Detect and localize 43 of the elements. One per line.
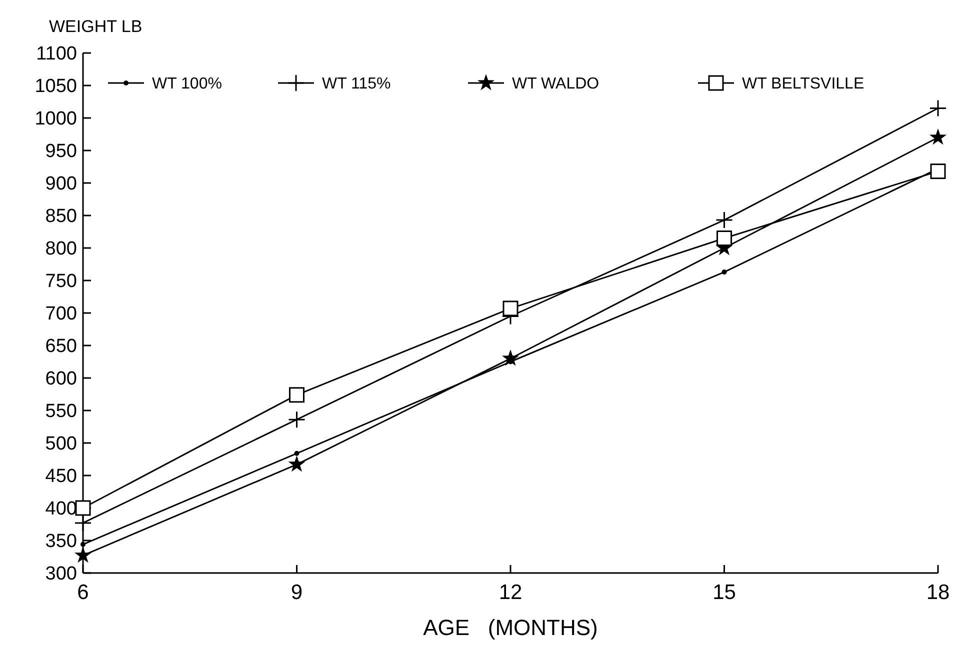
y-tick-label: 550 [45, 401, 77, 422]
point [929, 128, 947, 145]
y-tick-label: 750 [45, 271, 77, 292]
y-tick-label: 900 [45, 174, 77, 195]
legend-label: WT 115% [322, 76, 391, 93]
y-tick-label: 1050 [34, 76, 77, 98]
y-tick-label: 1100 [36, 44, 77, 65]
y-tick-label: 700 [45, 304, 77, 325]
y-axis-title: WEIGHT LB [49, 17, 142, 36]
point [288, 410, 306, 428]
y-tick-label: 600 [45, 368, 77, 390]
legend-label: WT WALDO [512, 76, 600, 93]
y-tick-label: 1000 [34, 108, 77, 130]
y-tick-label: 950 [45, 141, 77, 162]
x-tick-label: 9 [290, 581, 303, 604]
point [80, 542, 86, 547]
point [288, 455, 306, 472]
point [74, 514, 92, 532]
legend-label: WT BELTSVILLE [742, 76, 864, 93]
point [289, 387, 304, 403]
point [722, 270, 727, 275]
y-tick-label: 350 [45, 531, 77, 552]
y-tick-label: 850 [45, 206, 77, 228]
point [502, 300, 518, 316]
x-tick-label: 18 [926, 581, 950, 604]
x-tick-label: 6 [77, 581, 89, 604]
legend-label: WT 100% [152, 76, 222, 93]
point [930, 164, 946, 180]
point [716, 230, 732, 246]
y-tick-label: 300 [45, 564, 77, 585]
y-tick-label: 800 [45, 238, 77, 260]
x-tick-label: 12 [498, 581, 522, 604]
y-tick-label: 400 [45, 498, 77, 520]
y-tick-label: 450 [45, 466, 77, 488]
y-tick-label: 500 [45, 434, 77, 455]
y-tick-label: 650 [45, 336, 77, 358]
x-tick-label: 15 [712, 581, 736, 604]
point [294, 450, 300, 456]
point [929, 100, 947, 117]
point [74, 546, 92, 563]
x-axis-title: AGE (MONTHS) [423, 615, 598, 640]
point [716, 211, 733, 229]
point [502, 350, 520, 366]
